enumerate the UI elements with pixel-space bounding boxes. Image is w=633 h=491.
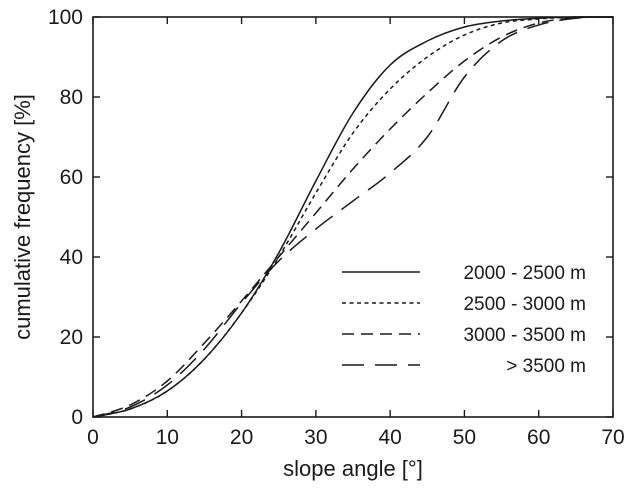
y-tick-label: 100 (48, 6, 83, 29)
x-tick-label: 40 (378, 426, 401, 449)
legend-label-3: 3000 - 3500 m (463, 325, 586, 346)
y-tick-label: 40 (60, 246, 83, 269)
series-line-1 (92, 16, 614, 418)
y-tick-label: 60 (60, 166, 83, 189)
legend-label-1: 2000 - 2500 m (463, 263, 586, 284)
x-tick-label: 50 (453, 426, 476, 449)
legend: 2000 - 2500 m 2500 - 3000 m 3000 - 3500 m >… (342, 263, 586, 377)
y-axis-label: cumulative frequency [%] (10, 94, 35, 340)
legend-label-2: 2500 - 3000 m (463, 294, 586, 315)
x-tick-label: 60 (527, 426, 550, 449)
x-tick-label: 20 (230, 426, 253, 449)
tick-labels: 0 10 20 30 40 50 60 70 0 20 40 60 80 100 (48, 6, 625, 449)
series-lines (92, 16, 614, 418)
x-tick-label: 30 (304, 426, 327, 449)
x-tick-label: 10 (156, 426, 179, 449)
series-line-3 (92, 16, 614, 418)
y-tick-label: 80 (60, 86, 83, 109)
x-tick-label: 70 (601, 426, 624, 449)
y-tick-label: 0 (71, 406, 83, 429)
y-tick-label: 20 (60, 326, 83, 349)
legend-label-4: > 3500 m (506, 356, 586, 377)
x-axis-label: slope angle [°] (283, 456, 423, 481)
plot-frame (92, 16, 614, 418)
x-tick-label: 0 (87, 426, 99, 449)
series-line-4 (92, 16, 614, 418)
